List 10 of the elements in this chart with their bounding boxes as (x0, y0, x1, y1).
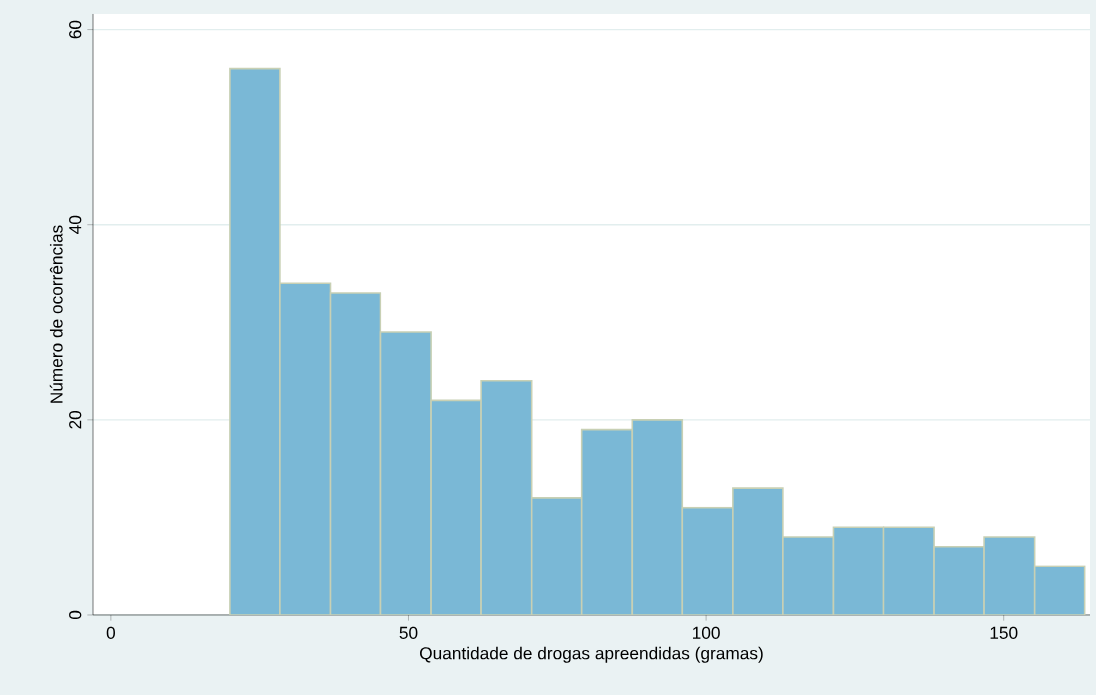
y-tick-label: 20 (69, 410, 82, 429)
x-tick-label: 150 (990, 626, 1018, 639)
y-axis-title: Número de ocorrências (49, 225, 63, 403)
y-tick-label: 40 (69, 215, 82, 234)
x-axis-title: Quantidade de drogas apreendidas (gramas) (420, 646, 763, 663)
y-tick-label: 0 (69, 610, 82, 620)
x-tick-label: 0 (106, 626, 115, 639)
x-tick-label: 50 (399, 626, 418, 639)
y-tick-label: 60 (69, 20, 82, 39)
x-tick-label: 100 (693, 626, 720, 639)
